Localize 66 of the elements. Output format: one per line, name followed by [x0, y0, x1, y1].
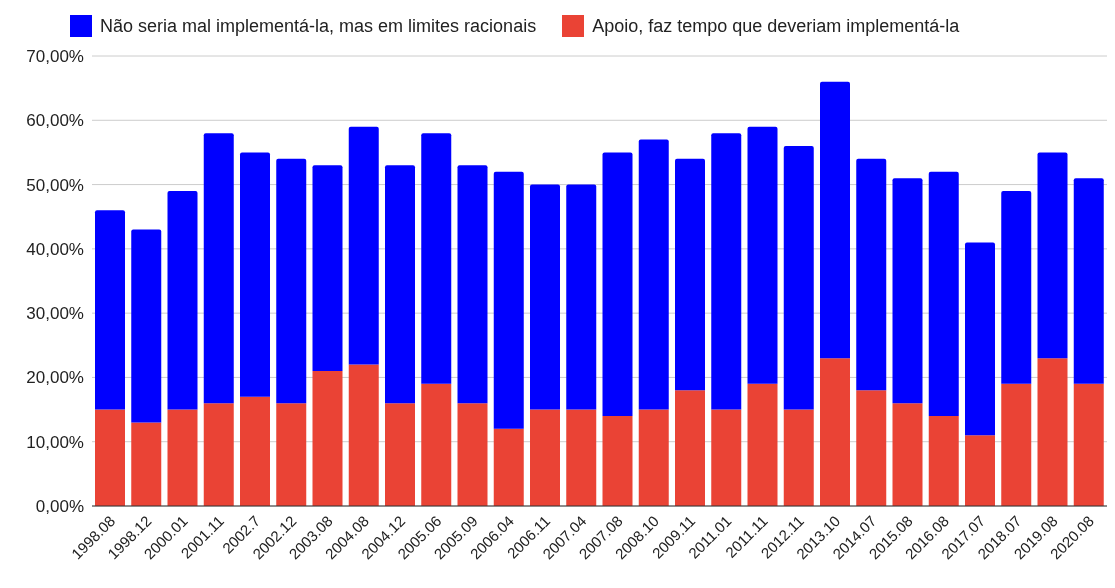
bar	[1037, 358, 1068, 506]
y-tick-label: 50,00%	[26, 175, 84, 195]
y-tick-label: 10,00%	[26, 432, 84, 452]
bar	[675, 390, 705, 506]
bar	[95, 210, 125, 410]
bar	[240, 396, 270, 506]
bar	[711, 409, 742, 506]
bar	[385, 165, 415, 404]
legend-label: Não seria mal implementá-la, mas em limites racionais	[100, 15, 537, 37]
bar	[421, 383, 452, 506]
bar	[566, 409, 597, 506]
bar	[530, 409, 560, 506]
bar	[638, 139, 669, 410]
bar	[602, 152, 633, 416]
bar	[1001, 383, 1032, 506]
bar	[167, 409, 198, 506]
bar	[530, 184, 560, 410]
bar	[312, 371, 343, 506]
y-tick-label: 20,00%	[26, 368, 84, 388]
bar	[493, 171, 524, 429]
y-tick-label: 70,00%	[26, 47, 84, 67]
bar	[783, 146, 814, 410]
bar	[965, 435, 995, 506]
bar	[892, 178, 923, 404]
y-tick-label: 0,00%	[35, 497, 84, 517]
bar	[856, 158, 887, 391]
bar	[747, 126, 778, 384]
bar	[1001, 191, 1032, 384]
bar	[203, 133, 234, 404]
bar	[276, 403, 307, 506]
bar	[276, 158, 307, 404]
bar	[965, 242, 995, 436]
bar	[566, 184, 597, 410]
bar	[1073, 178, 1104, 384]
bar	[892, 403, 923, 506]
bar	[421, 133, 452, 384]
bar	[1037, 152, 1068, 359]
bar	[457, 165, 488, 404]
bar	[167, 191, 198, 410]
bar	[203, 403, 234, 506]
bar	[131, 422, 162, 506]
bar	[820, 81, 850, 359]
bar	[602, 416, 633, 506]
bar	[928, 171, 959, 416]
bar	[348, 364, 379, 506]
bar	[348, 126, 379, 365]
bar	[747, 383, 778, 506]
bar	[783, 409, 814, 506]
bar	[856, 390, 887, 506]
legend-label: Apoio, faz tempo que deveriam implementá-la	[592, 15, 960, 37]
bar	[638, 409, 669, 506]
bar	[131, 229, 162, 423]
bar	[928, 416, 959, 506]
bar	[675, 158, 705, 391]
bar	[493, 428, 524, 506]
bar	[457, 403, 488, 506]
bar	[312, 165, 343, 371]
bar	[240, 152, 270, 397]
y-tick-label: 60,00%	[26, 111, 84, 131]
bar	[711, 133, 742, 410]
bar	[95, 409, 125, 506]
y-tick-label: 40,00%	[26, 239, 84, 259]
y-tick-label: 30,00%	[26, 304, 84, 324]
bar	[385, 403, 415, 506]
bar	[820, 358, 850, 506]
bar	[1073, 383, 1104, 506]
